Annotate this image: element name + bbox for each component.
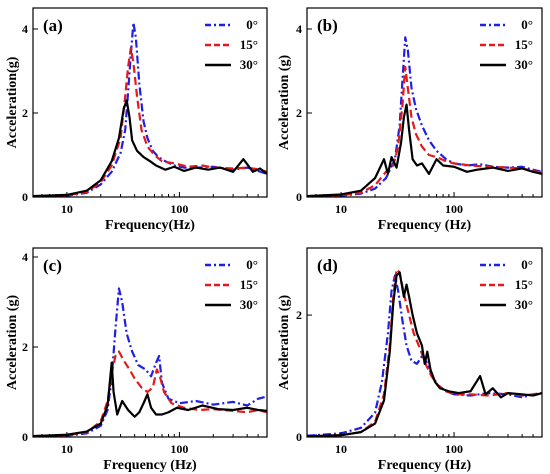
- y-tick-label: 0: [22, 430, 28, 444]
- legend-label-3: 30°: [240, 297, 258, 312]
- y-tick-label: 4: [22, 250, 28, 264]
- x-axis-label: Frequency (Hz): [378, 218, 472, 233]
- y-tick-label: 4: [22, 22, 28, 36]
- y-tick-label: 2: [296, 308, 302, 322]
- panel-label: (b): [317, 16, 338, 35]
- y-tick-label: 2: [22, 340, 28, 354]
- series-line-3: [307, 103, 542, 197]
- x-tick-label: 100: [445, 202, 463, 216]
- plot-frame: [32, 7, 268, 198]
- panel-label: (c): [43, 256, 62, 275]
- legend-label-2: 15°: [240, 277, 258, 292]
- panel-label: (a): [43, 16, 63, 35]
- legend-label-1: 0°: [246, 17, 258, 32]
- legend-label-1: 0°: [521, 17, 533, 32]
- series-line-3: [33, 99, 267, 197]
- x-tick-label: 10: [61, 202, 73, 216]
- x-axis-label: Frequency (Hz): [103, 458, 197, 473]
- x-axis-label: Frequency(Hz): [105, 218, 195, 233]
- series-line-3: [307, 271, 542, 437]
- legend-label-2: 15°: [515, 37, 533, 52]
- legend-label-3: 30°: [240, 57, 258, 72]
- y-tick-label: 0: [296, 190, 302, 204]
- series-line-1: [33, 287, 267, 437]
- legend-label-1: 0°: [521, 257, 533, 272]
- series-line-1: [33, 21, 267, 197]
- chart-panel-4: 10 100 0 2 Frequency (Hz) Acceleration (g) (d)…: [277, 247, 543, 473]
- series-line-2: [307, 65, 542, 197]
- y-tick-label: 4: [296, 22, 302, 36]
- legend-label-3: 30°: [515, 297, 533, 312]
- legend-label-2: 15°: [515, 277, 533, 292]
- legend-label-3: 30°: [515, 57, 533, 72]
- y-axis-label: Acceleration (g): [277, 295, 292, 391]
- y-axis-label: Acceleration (g): [277, 55, 292, 151]
- series-line-2: [33, 350, 267, 437]
- legend-label-2: 15°: [240, 37, 258, 52]
- x-tick-label: 10: [335, 202, 347, 216]
- x-tick-label: 100: [170, 202, 188, 216]
- y-tick-label: 0: [22, 190, 28, 204]
- y-tick-label: 2: [22, 106, 28, 120]
- legend-label-1: 0°: [246, 257, 258, 272]
- plot-frame: [306, 247, 543, 438]
- y-tick-label: 2: [296, 106, 302, 120]
- series-line-2: [307, 268, 542, 437]
- x-tick-label: 10: [335, 442, 347, 456]
- x-tick-label: 100: [170, 442, 188, 456]
- series-line-2: [33, 46, 267, 197]
- y-axis-label: Acceleration (g): [5, 295, 20, 391]
- x-tick-label: 10: [61, 442, 73, 456]
- plot-frame: [306, 7, 543, 198]
- y-axis-label: Acceleration(g): [5, 56, 20, 148]
- y-tick-label: 0: [296, 430, 302, 444]
- x-tick-label: 100: [445, 442, 463, 456]
- panel-label: (d): [317, 256, 338, 275]
- chart-panel-3: 10 100 0 2 4 Frequency (Hz) Acceleration (g) (c…: [5, 247, 268, 473]
- x-axis-label: Frequency (Hz): [378, 458, 472, 473]
- series-line-1: [307, 36, 542, 197]
- chart-panel-1: 10 100 0 2 4 Frequency(Hz) Acceleration(g) (a) 0…: [5, 7, 268, 233]
- series-line-3: [33, 361, 267, 437]
- chart-panel-2: 10 100 0 2 4 Frequency (Hz) Acceleration (g) (b…: [277, 7, 543, 233]
- plot-frame: [32, 247, 268, 438]
